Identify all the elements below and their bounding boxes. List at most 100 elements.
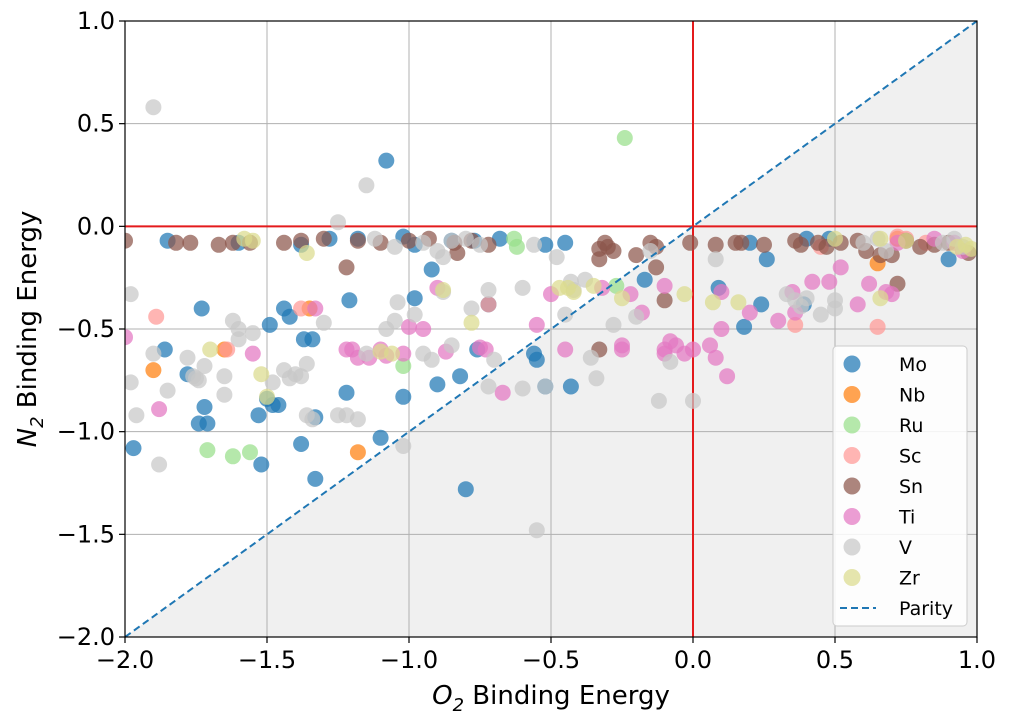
data-point-ru bbox=[224, 448, 241, 465]
legend-label-v: V bbox=[899, 537, 912, 559]
legend-marker-mo bbox=[843, 355, 861, 373]
data-point-ti bbox=[685, 341, 701, 358]
x-tick-label: −2.0 bbox=[96, 646, 154, 674]
y-axis-label: N2 Binding Energy bbox=[13, 211, 48, 448]
data-point-ti bbox=[832, 259, 849, 276]
data-point-zr bbox=[244, 232, 261, 249]
data-point-v bbox=[514, 279, 531, 296]
x-tick-label: 0.5 bbox=[816, 646, 854, 674]
data-point-sn bbox=[756, 236, 772, 253]
data-point-ti bbox=[338, 341, 355, 358]
data-point-mo bbox=[940, 251, 957, 268]
data-point-zr bbox=[614, 290, 630, 307]
data-point-ti bbox=[849, 296, 866, 313]
data-point-v bbox=[358, 345, 375, 362]
data-point-v bbox=[389, 294, 406, 311]
data-point-v bbox=[605, 316, 622, 333]
data-point-sn bbox=[210, 236, 227, 253]
data-point-mo bbox=[293, 436, 310, 452]
data-point-mo bbox=[341, 292, 358, 309]
data-point-v bbox=[128, 407, 145, 424]
data-point-ti bbox=[401, 318, 417, 335]
data-point-v bbox=[358, 177, 375, 194]
data-point-ti bbox=[307, 300, 324, 317]
data-point-ti bbox=[861, 275, 878, 292]
data-point-v bbox=[827, 300, 843, 317]
data-point-v bbox=[628, 308, 645, 325]
data-point-sn bbox=[591, 251, 608, 268]
data-point-mo bbox=[338, 384, 355, 401]
data-point-v bbox=[855, 234, 872, 251]
data-point-sn bbox=[449, 245, 466, 261]
data-point-ti bbox=[614, 341, 630, 358]
data-point-sn bbox=[628, 247, 645, 264]
data-point-v bbox=[557, 306, 574, 323]
data-point-mo bbox=[528, 351, 545, 368]
data-point-sn bbox=[349, 232, 366, 249]
data-point-sc bbox=[148, 308, 165, 325]
data-point-v bbox=[188, 370, 204, 387]
data-point-zr bbox=[565, 284, 582, 300]
data-point-sn bbox=[293, 232, 310, 249]
data-point-zr bbox=[585, 277, 602, 294]
data-point-v bbox=[480, 282, 497, 298]
data-point-zr bbox=[949, 238, 966, 255]
data-point-ti bbox=[494, 384, 511, 401]
data-point-v bbox=[537, 378, 554, 395]
data-point-zr bbox=[730, 294, 747, 311]
data-point-sn bbox=[338, 259, 355, 276]
data-point-v bbox=[642, 243, 659, 259]
data-point-zr bbox=[898, 232, 914, 249]
data-point-mo bbox=[193, 300, 210, 317]
legend-marker-nb bbox=[843, 386, 861, 403]
data-point-zr bbox=[704, 294, 721, 311]
y-tick-label: 0.5 bbox=[77, 110, 115, 138]
x-tick-label: 1.0 bbox=[958, 646, 996, 674]
series-ru bbox=[199, 130, 633, 465]
data-point-mo bbox=[378, 152, 395, 169]
data-point-mo bbox=[452, 368, 469, 385]
data-point-v bbox=[298, 355, 315, 372]
data-point-nb bbox=[349, 444, 366, 461]
data-point-v bbox=[707, 251, 724, 268]
legend-marker-ru bbox=[843, 416, 861, 434]
y-tick-label: 0.0 bbox=[77, 212, 115, 240]
data-point-mo bbox=[758, 251, 775, 268]
data-point-v bbox=[415, 234, 432, 251]
data-point-mo bbox=[753, 296, 770, 313]
data-point-sn bbox=[401, 232, 417, 249]
data-points bbox=[125, 99, 977, 539]
data-point-mo bbox=[196, 399, 213, 415]
data-point-sn bbox=[605, 243, 622, 259]
legend-marker-v bbox=[843, 538, 861, 556]
legend-label-sn: Sn bbox=[899, 476, 923, 498]
data-point-mo bbox=[395, 388, 412, 405]
data-point-mo bbox=[125, 440, 142, 457]
data-point-zr bbox=[676, 286, 693, 303]
data-point-mo bbox=[281, 308, 298, 325]
data-point-sn bbox=[792, 236, 809, 253]
data-point-sn bbox=[168, 234, 185, 251]
data-point-ti bbox=[741, 304, 758, 321]
data-point-ti bbox=[821, 273, 838, 290]
data-point-v bbox=[435, 249, 452, 266]
x-axis-label: O2 Binding Energy bbox=[432, 681, 670, 716]
data-point-v bbox=[443, 337, 460, 354]
data-point-v bbox=[406, 306, 423, 323]
y-tick-label: −1.0 bbox=[57, 418, 115, 446]
data-point-v bbox=[125, 286, 139, 303]
data-point-ru bbox=[199, 442, 216, 459]
data-point-zr bbox=[253, 366, 270, 383]
data-point-ti bbox=[707, 349, 724, 366]
y-tick-label: −1.5 bbox=[57, 520, 115, 548]
data-point-sc bbox=[480, 296, 497, 313]
data-point-v bbox=[443, 232, 460, 249]
data-point-sn bbox=[648, 259, 665, 276]
data-point-v bbox=[463, 300, 480, 317]
data-point-v bbox=[650, 392, 667, 409]
data-point-v bbox=[395, 438, 412, 454]
legend: Mo Nb Ru Sc Sn Ti V Zr Parity bbox=[832, 345, 968, 627]
data-point-sc bbox=[219, 341, 236, 358]
data-point-ti bbox=[804, 273, 821, 290]
